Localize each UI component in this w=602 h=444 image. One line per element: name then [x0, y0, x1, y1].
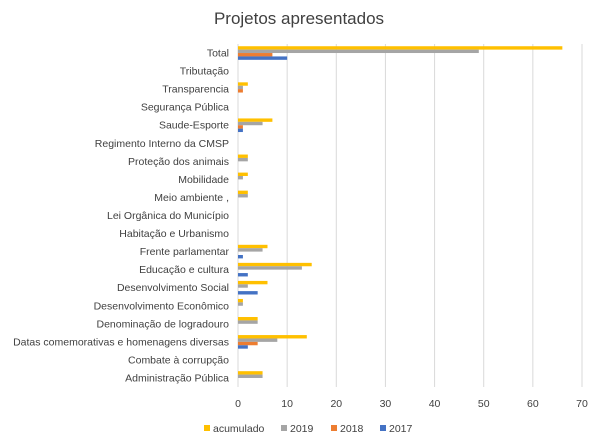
bar-2017-saude-esporte — [238, 128, 243, 133]
category-label-saude-esporte: Saude-Esporte — [159, 120, 229, 132]
bar-2019-total — [238, 49, 479, 54]
x-tick-label: 30 — [380, 398, 392, 410]
category-label-meio-ambiente: Meio ambiente , — [154, 192, 229, 204]
bar-2019-saude-esporte — [238, 121, 263, 126]
bar-2019-administracao-publica — [238, 374, 263, 378]
category-label-datas-comemorativas-e-homenagens-diversas: Datas comemorativas e homenagens diversa… — [13, 336, 229, 348]
bar-2017-total — [238, 56, 288, 60]
bar-2017-datas-comemorativas-e-homenagens-diversas — [238, 345, 248, 349]
bar-acumulado-administracao-publica — [238, 371, 263, 375]
bar-2019-transparencia — [238, 85, 243, 90]
bar-2018-saude-esporte — [238, 125, 243, 129]
category-label-transparencia: Transparencia — [162, 84, 229, 96]
bar-acumulado-datas-comemorativas-e-homenagens-diversas — [238, 335, 307, 339]
legend-swatch-2017 — [380, 425, 386, 431]
bar-acumulado-saude-esporte — [238, 118, 273, 122]
bar-2017-educacao-e-cultura — [238, 273, 248, 277]
x-tick-label: 70 — [576, 398, 588, 410]
category-labels: Total Tributação Transparencia Segurança Pú… — [13, 48, 229, 385]
category-label-educacao-e-cultura: Educação e cultura — [139, 264, 229, 276]
bar-2019-educacao-e-cultura — [238, 266, 302, 270]
bar-acumulado-frente-parlamentar — [238, 244, 268, 249]
bar-2018-datas-comemorativas-e-homenagens-diversas — [238, 341, 258, 346]
bar-2018-total — [238, 53, 273, 57]
category-label-desenvolvimento-social: Desenvolvimento Social — [117, 282, 229, 294]
bar-acumulado-transparencia — [238, 82, 248, 86]
bar-acumulado-desenvolvimento-economico — [238, 298, 243, 303]
bar-2019-desenvolvimento-social — [238, 284, 248, 288]
legend-swatch-2018 — [331, 425, 337, 431]
category-label-denominacao-de-logradouro: Denominação de logradouro — [96, 318, 229, 330]
legend-label-2019: 2019 — [290, 423, 314, 435]
bar-2019-desenvolvimento-economico — [238, 302, 243, 306]
category-label-habitacao-e-urbanismo: Habitação e Urbanismo — [119, 228, 229, 240]
bar-acumulado-total — [238, 46, 563, 50]
category-label-combate-a-corrupcao: Combate à corrupção — [128, 354, 229, 366]
legend-swatch-acumulado — [204, 425, 210, 431]
category-label-seguranca-publica: Segurança Pública — [141, 102, 229, 114]
bar-acumulado-meio-ambiente — [238, 190, 248, 195]
bar-2019-protecao-dos-animais — [238, 157, 248, 162]
category-label-desenvolvimento-economico: Desenvolvimento Econômico — [94, 300, 230, 312]
x-tick-label: 50 — [478, 398, 490, 410]
category-label-administracao-publica: Administração Pública — [125, 372, 229, 384]
category-label-lei-organica-do-municipio: Lei Orgânica do Município — [107, 210, 229, 222]
category-label-frente-parlamentar: Frente parlamentar — [140, 246, 230, 258]
legend-label-acumulado: acumulado — [213, 423, 265, 435]
bar-2019-denominacao-de-logradouro — [238, 320, 258, 324]
gridlines — [237, 44, 583, 387]
category-label-tributacao: Tributação — [180, 66, 229, 78]
bar-2017-desenvolvimento-social — [238, 291, 258, 295]
bar-2019-frente-parlamentar — [238, 248, 263, 252]
bar-2017-frente-parlamentar — [238, 255, 243, 259]
legend: acumulado 2019 2018 2017 — [204, 423, 413, 435]
category-label-mobilidade: Mobilidade — [178, 174, 229, 186]
legend-swatch-2019 — [281, 425, 287, 431]
bar-2019-meio-ambiente — [238, 194, 248, 198]
category-label-total: Total — [207, 48, 229, 60]
x-tick-label: 20 — [330, 398, 342, 410]
chart-title: Projetos apresentados — [214, 9, 384, 28]
legend-label-2018: 2018 — [340, 423, 364, 435]
bar-2019-datas-comemorativas-e-homenagens-diversas — [238, 338, 278, 342]
bar-acumulado-denominacao-de-logradouro — [238, 317, 258, 321]
x-tick-label: 60 — [527, 398, 539, 410]
x-tick-label: 0 — [235, 398, 241, 410]
x-tick-label: 10 — [281, 398, 293, 410]
bar-acumulado-educacao-e-cultura — [238, 262, 312, 267]
x-axis-ticks: 0 10 20 30 40 50 60 70 — [235, 398, 588, 410]
legend-label-2017: 2017 — [389, 423, 413, 435]
x-tick-label: 40 — [429, 398, 441, 410]
category-label-regimento-interno-da-cmsp: Regimento Interno da CMSP — [95, 138, 229, 150]
bar-2019-mobilidade — [238, 175, 243, 180]
bar-acumulado-desenvolvimento-social — [238, 280, 268, 285]
bar-acumulado-protecao-dos-animais — [238, 154, 248, 158]
bars — [238, 46, 563, 378]
category-label-protecao-dos-animais: Proteção dos animais — [128, 156, 229, 168]
bar-2018-transparencia — [238, 89, 243, 93]
bar-acumulado-mobilidade — [238, 172, 248, 176]
